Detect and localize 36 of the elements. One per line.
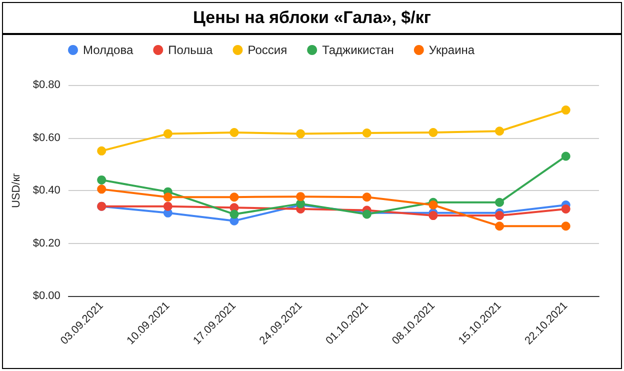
legend-label: Польша — [168, 43, 214, 57]
point — [97, 175, 106, 184]
y-tick-label: $0.20 — [32, 237, 60, 250]
legend-label: Молдова — [83, 43, 134, 57]
point — [296, 192, 306, 202]
point — [561, 152, 570, 161]
y-tick-label: $0.60 — [32, 132, 60, 144]
legend-label: Таджикистан — [322, 43, 394, 57]
point — [495, 211, 504, 220]
y-axis-title: USD/кг — [10, 172, 22, 208]
point — [495, 198, 504, 207]
point — [362, 128, 372, 138]
point — [495, 222, 504, 231]
point — [163, 192, 172, 202]
point — [230, 128, 239, 137]
legend-label: Россия — [248, 43, 288, 57]
point — [428, 200, 438, 210]
point — [97, 184, 106, 194]
point — [230, 192, 239, 202]
y-tick-label: $0.80 — [32, 79, 60, 91]
y-tick-label: $0.40 — [32, 184, 60, 196]
chart-title: Цены на яблоки «Гала», $/кг — [2, 2, 622, 34]
point — [296, 129, 306, 138]
point — [428, 128, 438, 137]
point — [163, 202, 172, 211]
point — [428, 211, 438, 220]
point — [495, 126, 504, 136]
y-tick-label: $0.00 — [32, 290, 60, 302]
point — [561, 204, 570, 214]
legend-label: Украина — [428, 43, 475, 57]
point — [561, 106, 570, 115]
point — [230, 210, 239, 219]
point — [362, 192, 372, 202]
point — [97, 146, 106, 156]
point — [561, 222, 570, 231]
point — [163, 129, 172, 138]
